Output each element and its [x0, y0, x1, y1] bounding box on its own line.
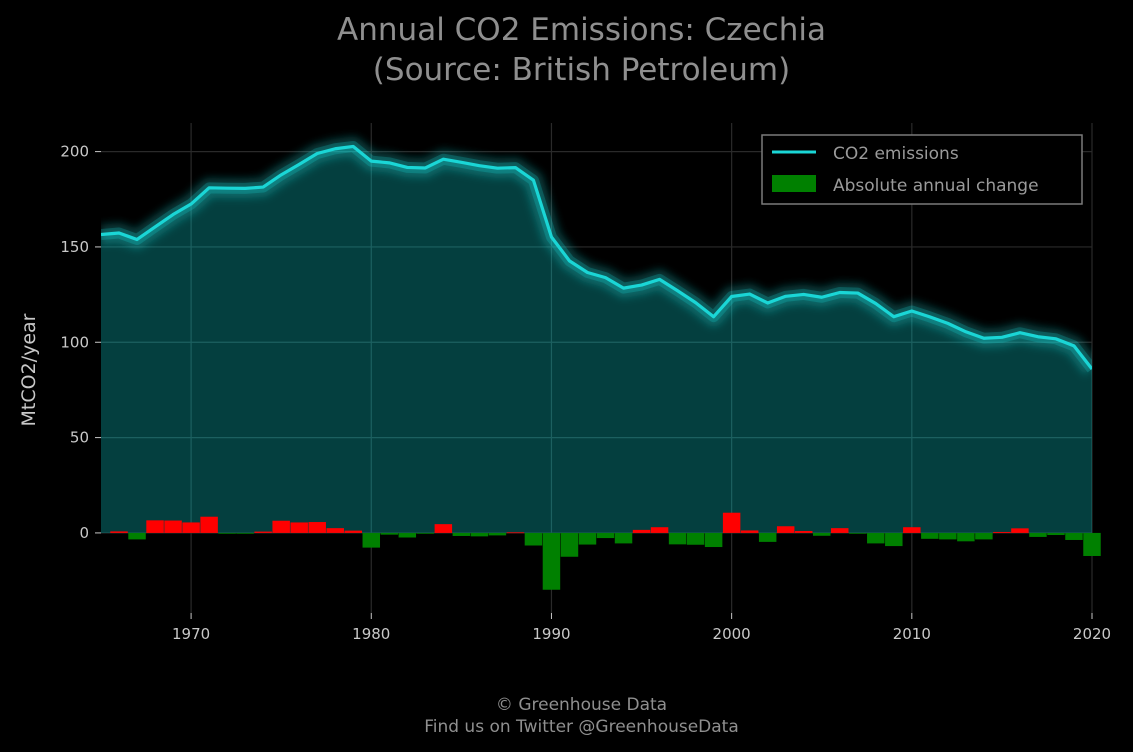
- change-bar: [110, 531, 128, 533]
- legend: CO2 emissions Absolute annual change: [761, 134, 1083, 205]
- y-axis-ticks: 0 50 100 150 200: [60, 143, 101, 542]
- change-bar: [776, 526, 795, 533]
- change-bar: [939, 532, 957, 540]
- x-tick-label: 2010: [893, 625, 931, 643]
- change-bar: [362, 532, 381, 548]
- emissions-line: [101, 136, 1092, 376]
- change-bar: [849, 532, 867, 534]
- change-bar: [1047, 532, 1065, 536]
- legend-entry-co2: CO2 emissions: [833, 144, 959, 164]
- change-bar: [308, 522, 326, 533]
- change-bar: [434, 524, 453, 533]
- emissions-line-main: [101, 144, 1092, 370]
- change-bar: [344, 530, 362, 533]
- change-bar: [1065, 532, 1083, 540]
- change-bar: [596, 532, 615, 539]
- change-bar: [993, 531, 1011, 533]
- change-bar: [1083, 532, 1101, 556]
- change-bar: [326, 528, 344, 533]
- change-bar: [398, 532, 417, 538]
- change-bar: [506, 532, 525, 534]
- change-bar: [903, 527, 921, 533]
- change-bar: [452, 532, 471, 536]
- change-bar: [885, 532, 903, 547]
- change-bar: [1011, 528, 1029, 533]
- change-bar: [867, 532, 885, 544]
- credit-line-2: Find us on Twitter @GreenhouseData: [424, 717, 739, 737]
- change-bar: [686, 532, 705, 545]
- change-bar: [164, 520, 182, 533]
- x-axis-ticks: 1970 1980 1990 2000 2010 2020: [172, 613, 1111, 643]
- x-tick-label: 2020: [1073, 625, 1111, 643]
- x-tick-label: 2000: [713, 625, 751, 643]
- emissions-area-fill: [101, 146, 1092, 533]
- y-tick-label: 200: [60, 143, 89, 161]
- change-bar: [272, 520, 290, 533]
- change-bar: [1029, 532, 1047, 537]
- legend-bar-swatch: [772, 175, 816, 192]
- change-bar: [416, 532, 435, 534]
- change-bar: [975, 532, 993, 540]
- change-bar: [740, 530, 759, 533]
- change-bar: [470, 532, 489, 537]
- chart-title: Annual CO2 Emissions: Czechia (Source: B…: [0, 10, 1133, 90]
- change-bar: [578, 532, 597, 545]
- change-bar: [758, 532, 777, 542]
- change-bar: [704, 532, 723, 548]
- change-bar: [290, 522, 308, 533]
- change-bar: [812, 532, 831, 536]
- change-bar: [236, 532, 254, 534]
- y-tick-label: 150: [60, 238, 89, 256]
- change-bar: [128, 532, 146, 540]
- change-bar: [650, 527, 669, 533]
- y-axis-label: MtCO2/year: [18, 313, 40, 427]
- change-bar: [542, 532, 561, 590]
- change-bar: [488, 532, 507, 536]
- change-bar: [380, 532, 399, 535]
- change-bar: [524, 532, 543, 546]
- x-tick-label: 1980: [352, 625, 390, 643]
- change-bar: [632, 529, 651, 533]
- chart-title-line-1: Annual CO2 Emissions: Czechia: [337, 12, 826, 48]
- change-bar: [957, 532, 975, 542]
- y-tick-label: 100: [60, 333, 89, 351]
- change-bar: [921, 532, 939, 539]
- change-bar: [668, 532, 687, 545]
- y-tick-label: 0: [79, 524, 89, 542]
- change-bar: [560, 532, 579, 557]
- change-bar: [146, 520, 164, 533]
- change-bar: [722, 512, 741, 533]
- annual-change-bars: [110, 512, 1101, 590]
- chart-title-line-2: (Source: British Petroleum): [372, 52, 791, 88]
- change-bar: [200, 516, 218, 533]
- change-bar: [794, 531, 813, 533]
- emissions-area: [101, 146, 1092, 533]
- change-bar: [254, 531, 272, 533]
- credits: © Greenhouse Data Find us on Twitter @Gr…: [0, 694, 1133, 738]
- change-bar: [218, 532, 236, 534]
- change-bar: [182, 522, 200, 533]
- change-bar: [614, 532, 633, 544]
- credit-line-1: © Greenhouse Data: [495, 695, 668, 715]
- change-bar: [831, 528, 849, 533]
- y-tick-label: 50: [70, 429, 89, 447]
- legend-entry-change: Absolute annual change: [833, 176, 1039, 196]
- x-tick-label: 1970: [172, 625, 210, 643]
- legend-box: [761, 134, 1083, 205]
- x-tick-label: 1990: [532, 625, 570, 643]
